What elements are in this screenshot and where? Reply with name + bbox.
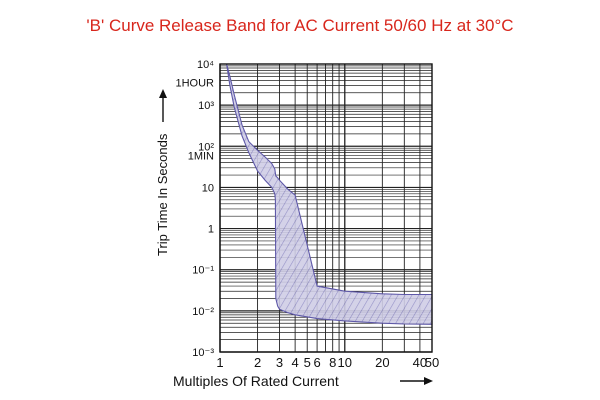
x-tick-label: 4 — [292, 355, 299, 370]
x-axis-arrowhead-icon — [424, 377, 433, 385]
y-tick-label: 1MIN — [188, 150, 214, 162]
x-tick-label: 1 — [216, 355, 223, 370]
x-tick-label: 8 — [329, 355, 336, 370]
y-tick-label: 10⁻¹ — [192, 265, 214, 277]
y-tick-label: 1 — [208, 224, 214, 236]
y-tick-label: 10² — [198, 141, 214, 153]
x-tick-label: 20 — [375, 355, 389, 370]
y-tick-label: 1HOUR — [175, 77, 214, 89]
y-tick-label: 10⁻² — [192, 306, 214, 318]
x-tick-label: 50 — [425, 355, 439, 370]
y-tick-label: 10³ — [198, 100, 214, 112]
y-tick-label: 10⁻³ — [192, 347, 214, 359]
x-tick-label: 5 — [304, 355, 311, 370]
y-axis-arrowhead-icon — [159, 89, 167, 98]
x-tick-label: 3 — [276, 355, 283, 370]
x-tick-label: 6 — [313, 355, 320, 370]
y-axis-label: Trip Time In Seconds — [155, 133, 170, 256]
chart-title: 'B' Curve Release Band for AC Current 50… — [86, 16, 514, 35]
x-tick-label: 40 — [413, 355, 427, 370]
x-tick-label: 2 — [254, 355, 261, 370]
y-tick-label: 10⁴ — [197, 59, 214, 71]
y-tick-label: 10 — [202, 182, 214, 194]
plot-frame — [219, 63, 433, 353]
x-axis-label: Multiples Of Rated Current — [173, 373, 339, 389]
x-tick-label: 10 — [338, 355, 352, 370]
